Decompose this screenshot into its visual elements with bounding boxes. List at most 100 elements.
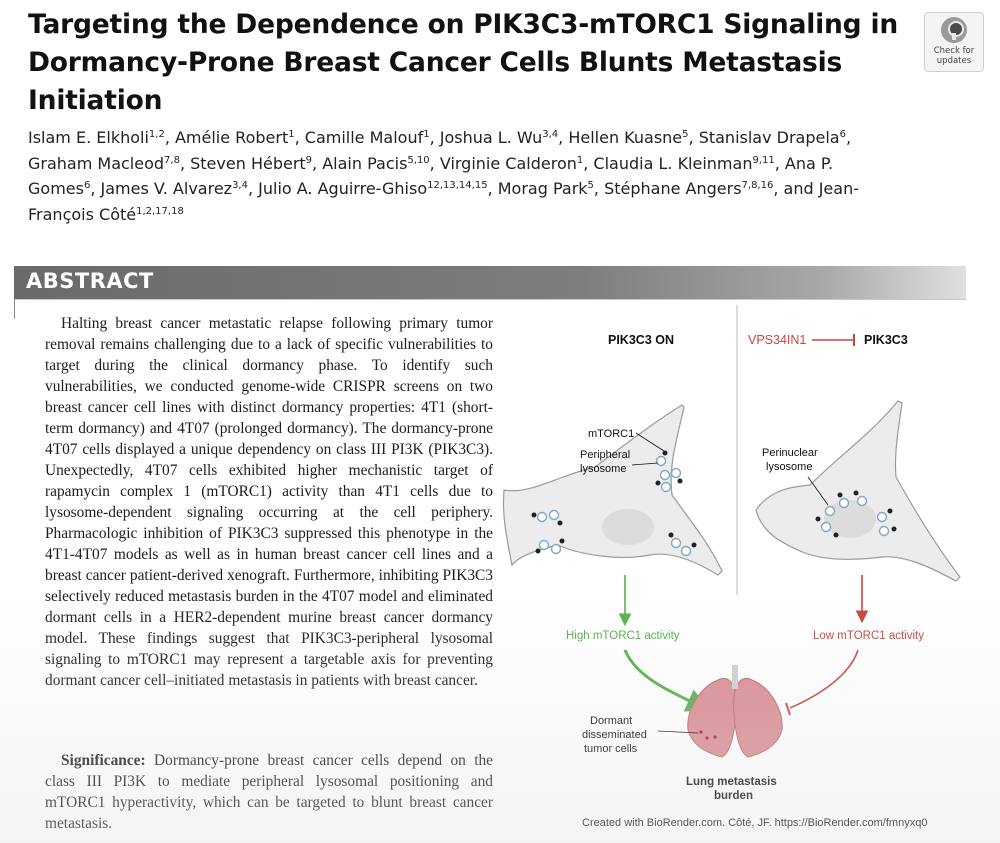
burden-label-1: Lung metastasis bbox=[686, 776, 777, 788]
author-separator: , bbox=[429, 128, 440, 147]
author-name[interactable]: Virginie Calderon bbox=[439, 153, 577, 173]
paper-title: Targeting the Dependence on PIK3C3-mTORC… bbox=[28, 9, 899, 116]
author-affiliation: 5,10 bbox=[407, 154, 430, 166]
significance-statement: Significance: Dormancy-prone breast canc… bbox=[45, 750, 493, 834]
left-lung bbox=[687, 677, 737, 758]
author-affiliation: 9 bbox=[305, 154, 313, 166]
mtorc1-pointer bbox=[635, 432, 665, 452]
author-name[interactable]: Graham Macleod bbox=[28, 153, 165, 173]
left-panel-title: PIK3C3 ON bbox=[608, 333, 674, 347]
dormant-label-2: disseminated bbox=[582, 729, 647, 741]
author-affiliation: 1 bbox=[288, 129, 295, 140]
right-cell bbox=[755, 400, 961, 582]
author-affiliation: 6 bbox=[839, 129, 846, 140]
author-separator: , bbox=[294, 128, 305, 147]
author-name[interactable]: Morag Park bbox=[497, 179, 588, 198]
author-affiliation: 3,4 bbox=[232, 180, 248, 191]
graphical-abstract-figure: PIK3C3 ON VPS34IN1 PIK3C3 mTORC1 Periphe… bbox=[502, 305, 961, 829]
abstract-heading: ABSTRACT bbox=[26, 269, 154, 293]
author-affiliation: 7,8 bbox=[164, 154, 180, 166]
author-name[interactable]: Stéphane Angers bbox=[604, 179, 742, 198]
inhibit-bar bbox=[785, 702, 791, 716]
abstract-body: Halting breast cancer metastatic relapse… bbox=[45, 315, 493, 689]
author-affiliation: 7,8,16 bbox=[741, 180, 774, 191]
peripheral-label-1: Peripheral bbox=[580, 449, 630, 461]
author-name[interactable]: Islam E. Elkholi bbox=[28, 128, 149, 147]
right-lysosome-cluster bbox=[820, 495, 890, 537]
low-activity-label: Low mTORC1 activity bbox=[813, 630, 924, 642]
author-separator: , bbox=[688, 128, 699, 147]
promote-arrow bbox=[623, 649, 711, 712]
inhibit-curve bbox=[789, 649, 859, 709]
right-mtorc1-dots bbox=[815, 490, 897, 538]
author-separator: , bbox=[90, 179, 101, 198]
figure-credit: Created with BioRender.com. Côté, JF. ht… bbox=[582, 817, 927, 829]
author-affiliation: 1,2,17,18 bbox=[136, 205, 184, 217]
author-affiliation: 5 bbox=[587, 180, 594, 191]
author-affiliation: 9,11 bbox=[752, 154, 775, 166]
burden-label-2: burden bbox=[714, 790, 753, 802]
author-separator: , bbox=[179, 153, 191, 173]
left-cell bbox=[502, 404, 723, 576]
author-name[interactable]: Amélie Robert bbox=[174, 128, 289, 147]
author-separator: , bbox=[558, 128, 569, 147]
author-affiliation: 12,13,14,15 bbox=[427, 180, 488, 191]
right-lung bbox=[733, 677, 783, 758]
dormant-label-3: tumor cells bbox=[584, 743, 638, 755]
divider-tick bbox=[14, 299, 15, 319]
check-for-updates-label: Check for updates bbox=[933, 46, 975, 66]
author-separator: , bbox=[247, 179, 259, 198]
author-name[interactable]: Steven Hébert bbox=[190, 153, 306, 173]
dormant-label-1: Dormant bbox=[590, 715, 632, 727]
author-affiliation: 5 bbox=[682, 129, 689, 140]
right-panel-target: PIK3C3 bbox=[864, 333, 908, 347]
left-mtorc1-dots-left bbox=[531, 512, 565, 554]
author-name[interactable]: Hellen Kuasne bbox=[568, 128, 683, 147]
author-name[interactable]: Stanislav Drapela bbox=[698, 128, 840, 147]
author-separator: , bbox=[487, 179, 498, 198]
high-activity-label: High mTORC1 activity bbox=[566, 630, 680, 642]
left-lysosome-cluster-top bbox=[655, 455, 682, 493]
author-separator: , bbox=[312, 153, 323, 173]
author-name[interactable]: Claudia L. Kleinman bbox=[593, 153, 753, 173]
author-separator: , and bbox=[773, 179, 819, 198]
author-separator: , bbox=[774, 153, 785, 173]
author-affiliation: 6 bbox=[83, 180, 91, 191]
author-name[interactable]: Joshua L. Wu bbox=[439, 128, 543, 147]
peripheral-label-2: lysosome bbox=[580, 463, 626, 475]
perinuclear-label-2: lysosome bbox=[766, 461, 812, 473]
left-mtorc1-dots-top bbox=[655, 450, 683, 486]
author-separator: , bbox=[164, 128, 175, 147]
abstract-heading-bar: ABSTRACT bbox=[14, 266, 966, 299]
inhibitor-label: VPS34IN1 bbox=[748, 333, 806, 347]
check-for-updates-icon bbox=[941, 17, 967, 43]
left-mtorc1-dots-right bbox=[668, 532, 697, 548]
perinuclear-label-1: Perinuclear bbox=[762, 447, 818, 459]
author-name[interactable]: Jean-François Côté bbox=[28, 179, 859, 224]
author-name[interactable]: James V. Alvarez bbox=[100, 179, 233, 198]
tumor-dot bbox=[699, 730, 703, 734]
tumor-dot bbox=[705, 736, 709, 740]
author-affiliation: 1 bbox=[423, 129, 430, 140]
author-affiliation: 1,2 bbox=[148, 129, 165, 140]
divider bbox=[14, 299, 966, 300]
author-name[interactable]: Camille Malouf bbox=[304, 128, 424, 147]
author-list: Islam E. Elkholi1,2, Amélie Robert1, Cam… bbox=[28, 125, 888, 227]
left-lysosome-cluster-right bbox=[670, 537, 692, 557]
author-affiliation: 3,4 bbox=[542, 129, 559, 140]
check-for-updates-button[interactable]: Check for updates bbox=[924, 12, 984, 72]
author-affiliation: 1 bbox=[576, 154, 584, 166]
significance-text: Dormancy-prone breast cancer cells depen… bbox=[45, 752, 493, 832]
author-name[interactable]: Ana P. Gomes bbox=[28, 153, 834, 199]
author-name[interactable]: Julio A. Aguirre-Ghiso bbox=[258, 179, 428, 198]
author-separator: , bbox=[583, 153, 594, 173]
trachea bbox=[732, 665, 738, 689]
author-separator: , bbox=[845, 128, 852, 147]
perinuclear-pointer bbox=[807, 476, 829, 506]
significance-label: Significance: bbox=[61, 752, 146, 769]
left-nucleus bbox=[602, 509, 654, 545]
peripheral-pointer bbox=[631, 462, 659, 466]
tumor-dot bbox=[713, 735, 717, 739]
author-name[interactable]: Alain Pacis bbox=[322, 153, 408, 173]
author-separator: , bbox=[429, 153, 440, 173]
